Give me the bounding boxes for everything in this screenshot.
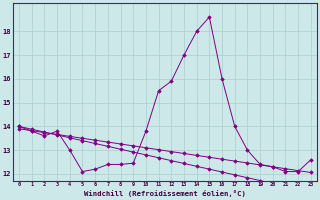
X-axis label: Windchill (Refroidissement éolien,°C): Windchill (Refroidissement éolien,°C) (84, 190, 246, 197)
